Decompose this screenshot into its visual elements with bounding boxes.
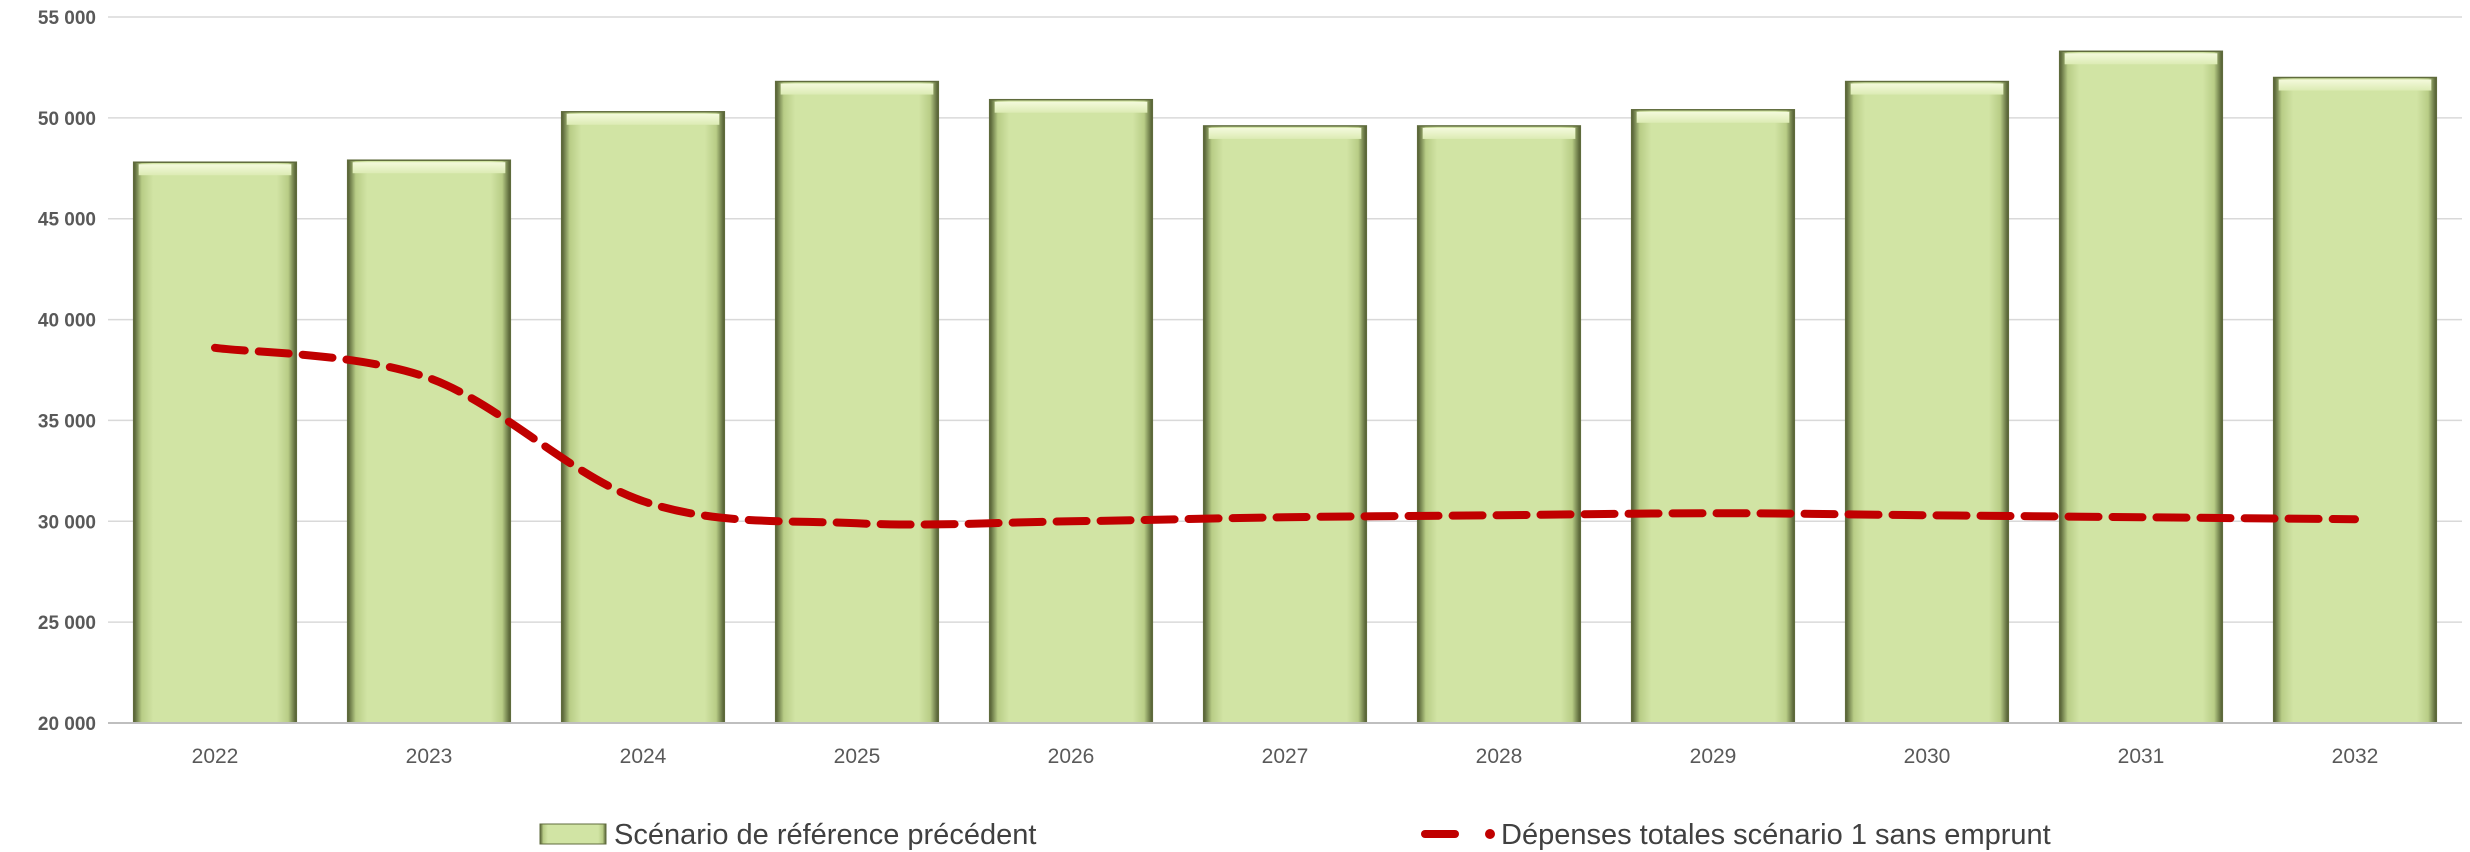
x-axis: 2022 2023 2024 2025 2026 2027 2028 2029 2030 2031…	[108, 722, 2462, 768]
bar-bevel	[1208, 127, 1362, 139]
legend-swatch-dot	[1485, 829, 1495, 839]
x-tick-label: 2030	[1904, 745, 1951, 768]
y-tick-label: 50 000	[38, 109, 96, 130]
bar-bevel	[994, 101, 1148, 113]
y-tick-label: 35 000	[38, 411, 96, 432]
bar-bevel	[1636, 111, 1790, 123]
y-tick-label: 20 000	[38, 714, 96, 735]
x-tick-label: 2022	[192, 745, 239, 768]
y-tick-label: 45 000	[38, 210, 96, 231]
bar	[132, 161, 298, 724]
line-path	[211, 343, 2359, 529]
legend: Scénario de référence précédent Dépenses…	[539, 819, 2051, 851]
bar	[560, 111, 726, 724]
y-tick-label: 55 000	[38, 8, 96, 29]
x-tick-label: 2032	[2332, 745, 2379, 768]
bar	[1630, 109, 1796, 724]
bar-bevel	[1850, 83, 2004, 95]
legend-label-line: Dépenses totales scénario 1 sans emprunt	[1501, 819, 2051, 851]
legend-swatch-bar	[539, 823, 607, 845]
bar	[988, 98, 1154, 724]
bar	[1416, 125, 1582, 724]
bar	[2272, 76, 2438, 724]
bar-bevel	[2064, 53, 2218, 65]
bar-bevel	[138, 164, 292, 176]
x-tick-label: 2029	[1690, 745, 1737, 768]
bar	[2058, 50, 2224, 724]
x-tick-label: 2027	[1262, 745, 1309, 768]
bar	[1202, 125, 1368, 724]
bar-bevel	[780, 83, 934, 95]
bar-bevel	[2278, 79, 2432, 91]
x-tick-label: 2026	[1048, 745, 1095, 768]
y-axis: 20 000 25 000 30 000 35 000 40 000 45 000 50 0…	[38, 8, 96, 735]
bar-series	[132, 50, 2438, 724]
y-tick-label: 40 000	[38, 311, 96, 332]
x-tick-label: 2031	[2118, 745, 2165, 768]
x-tick-label: 2024	[620, 745, 667, 768]
bar	[346, 159, 512, 724]
legend-item-bars: Scénario de référence précédent	[539, 819, 1036, 851]
y-tick-label: 30 000	[38, 512, 96, 533]
x-tick-label: 2025	[834, 745, 881, 768]
legend-item-line: Dépenses totales scénario 1 sans emprunt	[1421, 819, 2051, 851]
legend-label-bars: Scénario de référence précédent	[614, 819, 1036, 851]
bar	[774, 80, 940, 724]
x-tick-label: 2023	[406, 745, 453, 768]
x-tick-label: 2028	[1476, 745, 1523, 768]
line-series	[211, 343, 2359, 529]
bar-bevel	[566, 113, 720, 125]
bar-bevel	[1422, 127, 1576, 139]
bar	[1844, 80, 2010, 724]
y-tick-label: 25 000	[38, 613, 96, 634]
bar-bevel	[352, 162, 506, 174]
